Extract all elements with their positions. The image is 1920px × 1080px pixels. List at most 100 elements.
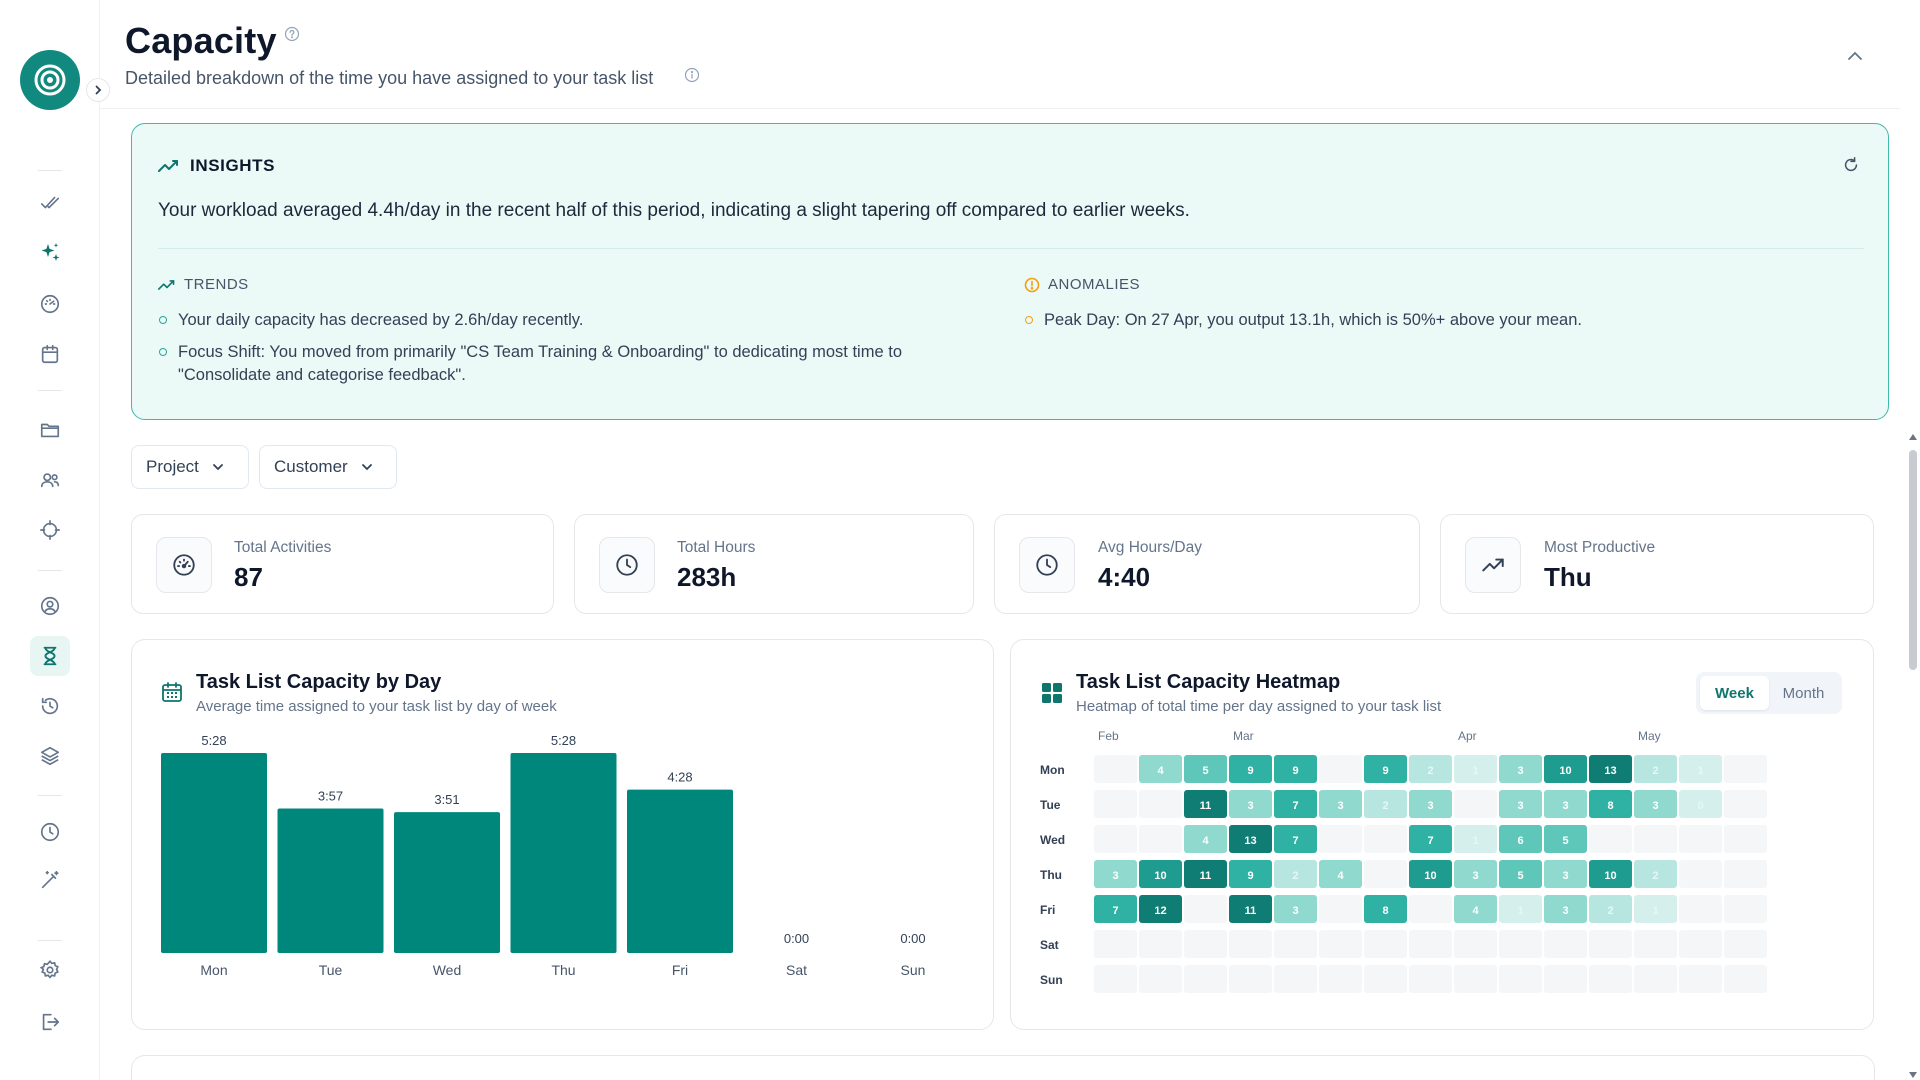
customer-filter-dropdown[interactable]: Customer bbox=[259, 445, 397, 489]
heatmap-cell[interactable] bbox=[1679, 860, 1722, 888]
project-filter-dropdown[interactable]: Project bbox=[131, 445, 249, 489]
heatmap-cell[interactable] bbox=[1364, 755, 1407, 783]
heatmap-cell[interactable] bbox=[1184, 895, 1227, 923]
bar-wed[interactable] bbox=[394, 812, 500, 953]
heatmap-cell[interactable] bbox=[1184, 965, 1227, 993]
heatmap-cell[interactable] bbox=[1229, 790, 1272, 818]
heatmap-cell[interactable] bbox=[1139, 965, 1182, 993]
sidebar-item-layers[interactable] bbox=[30, 736, 70, 776]
sidebar-item-automations[interactable] bbox=[30, 860, 70, 900]
heatmap-cell[interactable] bbox=[1364, 965, 1407, 993]
heatmap-cell[interactable] bbox=[1139, 895, 1182, 923]
heatmap-cell[interactable] bbox=[1274, 930, 1317, 958]
heatmap-cell[interactable] bbox=[1139, 755, 1182, 783]
bar-tue[interactable] bbox=[277, 808, 384, 953]
sidebar-expand-button[interactable] bbox=[86, 78, 110, 102]
sidebar-item-logout[interactable] bbox=[30, 1002, 70, 1042]
heatmap-cell[interactable] bbox=[1229, 965, 1272, 993]
heatmap-cell[interactable] bbox=[1454, 755, 1497, 783]
sidebar-item-time[interactable] bbox=[30, 812, 70, 852]
help-icon[interactable] bbox=[284, 26, 300, 47]
heatmap-cell[interactable] bbox=[1679, 790, 1722, 818]
heatmap-cell[interactable] bbox=[1184, 930, 1227, 958]
heatmap-cell[interactable] bbox=[1544, 790, 1587, 818]
heatmap-cell[interactable] bbox=[1094, 895, 1137, 923]
heatmap-cell[interactable] bbox=[1589, 895, 1632, 923]
heatmap-cell[interactable] bbox=[1229, 895, 1272, 923]
heatmap-cell[interactable] bbox=[1724, 790, 1767, 818]
heatmap-cell[interactable] bbox=[1364, 825, 1407, 853]
heatmap-cell[interactable] bbox=[1319, 895, 1362, 923]
heatmap-cell[interactable] bbox=[1679, 930, 1722, 958]
heatmap-cell[interactable] bbox=[1274, 965, 1317, 993]
heatmap-cell[interactable] bbox=[1229, 930, 1272, 958]
week-toggle-button[interactable]: Week bbox=[1700, 676, 1769, 710]
heatmap-cell[interactable] bbox=[1454, 965, 1497, 993]
heatmap-cell[interactable] bbox=[1634, 825, 1677, 853]
heatmap-cell[interactable] bbox=[1454, 825, 1497, 853]
heatmap-cell[interactable] bbox=[1139, 860, 1182, 888]
heatmap-cell[interactable] bbox=[1274, 860, 1317, 888]
heatmap-cell[interactable] bbox=[1184, 790, 1227, 818]
heatmap-cell[interactable] bbox=[1319, 860, 1362, 888]
heatmap-cell[interactable] bbox=[1679, 825, 1722, 853]
heatmap-cell[interactable] bbox=[1139, 930, 1182, 958]
sidebar-item-dashboard[interactable] bbox=[30, 284, 70, 324]
bar-mon[interactable] bbox=[161, 753, 267, 953]
heatmap-cell[interactable] bbox=[1364, 860, 1407, 888]
heatmap-cell[interactable] bbox=[1499, 860, 1542, 888]
heatmap-cell[interactable] bbox=[1229, 755, 1272, 783]
sidebar-item-tasks[interactable] bbox=[30, 183, 70, 223]
heatmap-cell[interactable] bbox=[1589, 825, 1632, 853]
sidebar-item-capacity[interactable] bbox=[30, 636, 70, 676]
heatmap-cell[interactable] bbox=[1094, 790, 1137, 818]
info-icon[interactable] bbox=[684, 67, 700, 88]
heatmap-cell[interactable] bbox=[1544, 825, 1587, 853]
heatmap-cell[interactable] bbox=[1499, 790, 1542, 818]
refresh-insights-button[interactable] bbox=[1842, 156, 1860, 179]
heatmap-cell[interactable] bbox=[1229, 860, 1272, 888]
heatmap-cell[interactable] bbox=[1094, 755, 1137, 783]
heatmap-cell[interactable] bbox=[1544, 930, 1587, 958]
sidebar-item-projects[interactable] bbox=[30, 410, 70, 450]
heatmap-cell[interactable] bbox=[1274, 825, 1317, 853]
sidebar-item-calendar[interactable] bbox=[30, 334, 70, 374]
heatmap-cell[interactable] bbox=[1364, 895, 1407, 923]
bar-thu[interactable] bbox=[510, 753, 617, 953]
heatmap-cell[interactable] bbox=[1724, 895, 1767, 923]
heatmap-cell[interactable] bbox=[1589, 860, 1632, 888]
month-toggle-button[interactable]: Month bbox=[1782, 684, 1825, 702]
heatmap-cell[interactable] bbox=[1274, 895, 1317, 923]
heatmap-cell[interactable] bbox=[1364, 790, 1407, 818]
heatmap-cell[interactable] bbox=[1724, 825, 1767, 853]
heatmap-cell[interactable] bbox=[1184, 755, 1227, 783]
heatmap-cell[interactable] bbox=[1634, 860, 1677, 888]
heatmap-cell[interactable] bbox=[1499, 930, 1542, 958]
heatmap-cell[interactable] bbox=[1634, 755, 1677, 783]
heatmap-cell[interactable] bbox=[1589, 790, 1632, 818]
sidebar-item-history[interactable] bbox=[30, 686, 70, 726]
heatmap-cell[interactable] bbox=[1094, 930, 1137, 958]
heatmap-cell[interactable] bbox=[1634, 895, 1677, 923]
sidebar-item-settings[interactable] bbox=[30, 950, 70, 990]
heatmap-cell[interactable] bbox=[1724, 755, 1767, 783]
heatmap-cell[interactable] bbox=[1139, 790, 1182, 818]
heatmap-cell[interactable] bbox=[1724, 860, 1767, 888]
heatmap-cell[interactable] bbox=[1634, 790, 1677, 818]
heatmap-cell[interactable] bbox=[1094, 965, 1137, 993]
heatmap-cell[interactable] bbox=[1589, 930, 1632, 958]
sidebar-item-customers[interactable] bbox=[30, 460, 70, 500]
heatmap-cell[interactable] bbox=[1319, 825, 1362, 853]
heatmap-cell[interactable] bbox=[1724, 965, 1767, 993]
heatmap-cell[interactable] bbox=[1544, 755, 1587, 783]
heatmap-cell[interactable] bbox=[1499, 895, 1542, 923]
heatmap-cell[interactable] bbox=[1229, 825, 1272, 853]
heatmap-cell[interactable] bbox=[1274, 790, 1317, 818]
heatmap-cell[interactable] bbox=[1319, 930, 1362, 958]
heatmap-cell[interactable] bbox=[1544, 860, 1587, 888]
heatmap-cell[interactable] bbox=[1589, 755, 1632, 783]
heatmap-cell[interactable] bbox=[1544, 965, 1587, 993]
heatmap-cell[interactable] bbox=[1319, 790, 1362, 818]
heatmap-cell[interactable] bbox=[1589, 965, 1632, 993]
sidebar-item-profile[interactable] bbox=[30, 586, 70, 626]
